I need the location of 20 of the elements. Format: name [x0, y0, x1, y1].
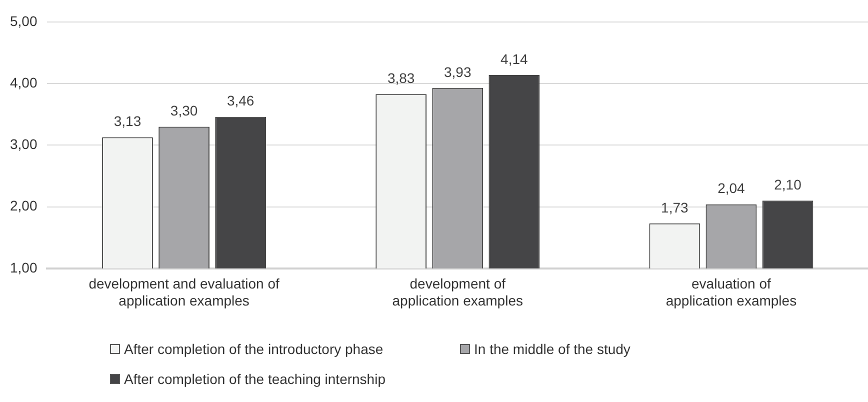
x-tick-label: development of application examples	[392, 276, 523, 308]
x-tick-label: evaluation of application examples	[666, 276, 797, 308]
data-label: 2,10	[774, 176, 802, 192]
data-label: 3,30	[170, 102, 198, 119]
y-tick-label: 5,00	[10, 12, 38, 29]
data-label: 3,13	[114, 113, 142, 130]
y-tick-label: 4,00	[10, 74, 38, 90]
legend-label: In the middle of the study	[474, 341, 630, 357]
y-tick-label: 2,00	[10, 198, 38, 214]
legend-label: After completion of the teaching internship	[124, 371, 386, 387]
series-label: After completion of the introductory phase	[124, 341, 384, 357]
x-tick-label: development and evaluation of application examples	[88, 276, 280, 308]
data-label: 1,73	[661, 199, 689, 216]
data-label: 3,93	[444, 64, 472, 80]
data-label: 4,14	[500, 50, 528, 67]
y-tick-label: 1,00	[10, 259, 38, 276]
data-label: 3,46	[226, 92, 254, 109]
data-label: 3,83	[387, 70, 415, 86]
y-tick-label: 3,00	[10, 136, 38, 152]
data-label: 2,04	[718, 180, 746, 196]
